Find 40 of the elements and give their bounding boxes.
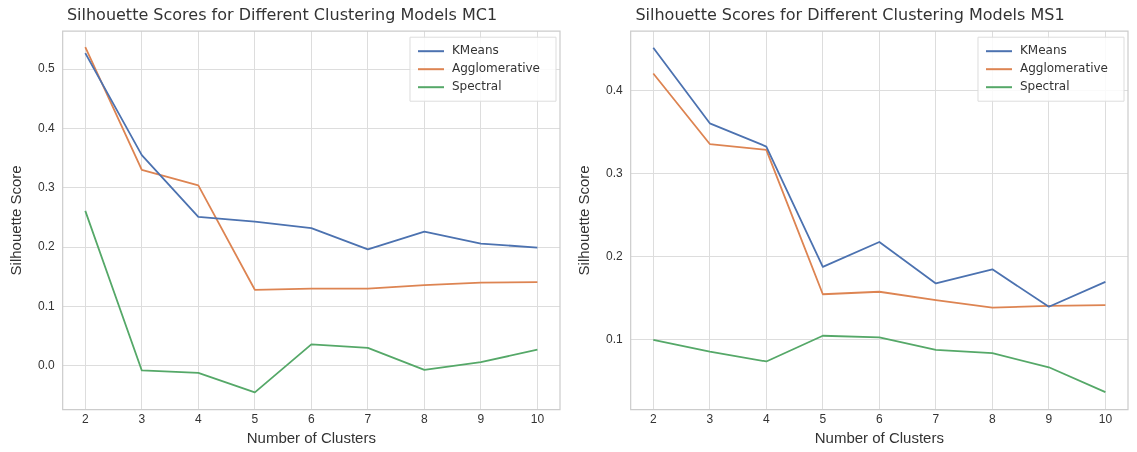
x-tick-label: 3	[706, 412, 714, 427]
legend-label: Spectral	[452, 79, 502, 94]
x-tick-label: 5	[819, 412, 827, 427]
y-tick-label: 0.4	[605, 83, 623, 98]
y-tick-label: 0.0	[37, 358, 55, 373]
y-axis-title: Silhouette Score	[575, 165, 593, 276]
x-tick-label: 4	[194, 412, 202, 427]
y-tick-label: 0.5	[37, 61, 55, 76]
x-tick-label: 7	[932, 412, 940, 427]
y-tick-label: 0.1	[37, 298, 55, 313]
x-tick-label: 7	[364, 412, 372, 427]
legend-label: KMeans	[452, 43, 499, 58]
x-tick-label: 6	[876, 412, 883, 427]
y-tick-label: 0.2	[37, 239, 55, 254]
y-tick-label: 0.4	[37, 120, 55, 135]
chart-title: Silhouette Scores for Different Clustering Models MS1	[635, 4, 1065, 24]
y-tick-label: 0.2	[605, 249, 623, 264]
legend-label: Agglomerative	[1020, 61, 1109, 76]
x-tick-label: 5	[251, 412, 259, 427]
x-tick-label: 2	[81, 412, 89, 427]
x-tick-label: 10	[530, 412, 545, 427]
x-axis-title: Number of Clusters	[814, 429, 944, 447]
x-tick-label: 8	[989, 412, 997, 427]
x-axis-title: Number of Clusters	[246, 429, 376, 447]
x-tick-label: 9	[1045, 412, 1053, 427]
x-tick-label: 4	[762, 412, 770, 427]
legend-label: KMeans	[1020, 43, 1067, 58]
x-tick-label: 8	[421, 412, 429, 427]
x-tick-label: 10	[1098, 412, 1113, 427]
legend-label: Agglomerative	[452, 61, 541, 76]
y-tick-label: 0.3	[37, 180, 55, 195]
x-tick-label: 9	[477, 412, 485, 427]
legend-label: Spectral	[1020, 79, 1070, 94]
chart-title: Silhouette Scores for Different Clustering Models MC1	[66, 4, 498, 24]
y-axis-title: Silhouette Score	[7, 165, 25, 276]
x-tick-label: 3	[138, 412, 146, 427]
x-tick-label: 6	[308, 412, 315, 427]
y-tick-label: 0.3	[605, 166, 623, 181]
x-tick-label: 2	[649, 412, 657, 427]
y-tick-label: 0.1	[605, 332, 623, 347]
